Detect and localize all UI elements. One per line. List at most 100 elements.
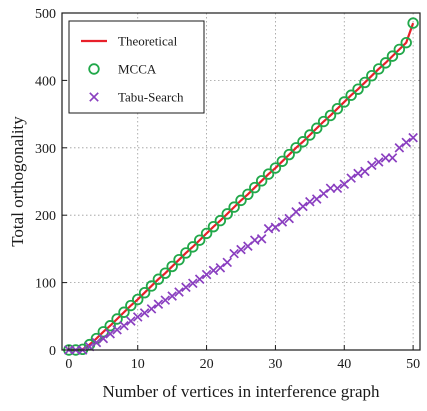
tabu-search-marker [112, 324, 122, 335]
mcca-marker [331, 103, 344, 115]
y-tick-label: 300 [35, 142, 56, 157]
tabu-search-marker [408, 132, 418, 143]
mcca-marker [145, 280, 158, 292]
y-tick-label: 100 [35, 277, 56, 292]
mcca-marker [255, 175, 268, 187]
y-tick-label: 500 [35, 7, 56, 22]
tabu-search-marker [174, 287, 184, 297]
x-tick-label: 0 [65, 357, 72, 372]
mcca-marker [393, 43, 406, 56]
legend: Theoretical MCCA Tabu-Search [68, 20, 205, 114]
legend-entry-tabu-search: Tabu-Search [89, 90, 184, 105]
tabu-search-series [64, 132, 418, 355]
x-axis-label: Number of vertices in interference graph [102, 382, 380, 401]
tabu-search-marker [201, 269, 212, 280]
mcca-marker [173, 253, 185, 266]
mcca-marker [221, 208, 233, 220]
legend-entry-theoretical: Theoretical [81, 34, 178, 49]
mcca-marker [159, 267, 171, 279]
tabu-search-marker [256, 233, 267, 244]
tabu-search-marker [346, 173, 356, 183]
y-axis-label: Total orthogonality [8, 116, 27, 247]
tabu-search-marker [181, 282, 191, 293]
tabu-search-marker [215, 262, 226, 273]
mcca-marker [152, 273, 165, 285]
mcca-marker [407, 17, 419, 29]
plot-series [63, 17, 419, 356]
tabu-search-marker [270, 222, 281, 233]
mcca-marker [269, 162, 282, 174]
mcca-marker [207, 220, 220, 233]
tabu-search-marker [119, 320, 129, 331]
mcca-marker [352, 83, 364, 95]
mcca-marker [249, 181, 261, 194]
mcca-marker [283, 148, 295, 161]
y-tick-label: 400 [35, 74, 56, 89]
mcca-marker [104, 320, 116, 332]
tabu-search-marker [139, 308, 150, 318]
tabu-search-marker [222, 257, 233, 268]
tabu-search-marker [146, 304, 157, 314]
mcca-marker [138, 287, 151, 299]
tabu-search-marker [298, 201, 308, 212]
tabu-search-marker [311, 194, 322, 204]
legend-swatch-tabu-search [89, 92, 99, 102]
y-tick-label: 200 [35, 209, 56, 224]
x-tick-label: 50 [406, 357, 420, 372]
mcca-marker [324, 109, 337, 122]
mcca-marker [193, 234, 206, 246]
tabu-search-marker [332, 183, 343, 194]
mcca-marker [379, 57, 392, 69]
tabu-search-marker [394, 142, 405, 153]
tabu-search-marker [305, 196, 315, 207]
theoretical-line [68, 22, 415, 352]
mcca-marker [311, 122, 323, 134]
x-tick-label: 20 [200, 357, 214, 372]
legend-label-mcca: MCCA [118, 62, 157, 77]
tabu-search-marker [380, 153, 391, 163]
tabu-search-marker [153, 299, 164, 309]
mcca-marker [317, 115, 330, 128]
mcca-marker [290, 142, 302, 154]
tabu-search-marker [387, 153, 398, 163]
tabu-search-marker [167, 291, 177, 301]
x-tick-label: 10 [131, 357, 145, 372]
x-tick-label: 40 [337, 357, 351, 372]
mcca-marker [386, 50, 399, 62]
legend-label-tabu-search: Tabu-Search [118, 90, 184, 105]
tabu-search-marker [318, 188, 329, 199]
legend-swatch-mcca [88, 63, 100, 75]
tabu-search-marker [325, 183, 336, 194]
mcca-marker [304, 129, 316, 141]
tabu-search-marker [208, 265, 219, 276]
theoretical-series [68, 22, 415, 352]
tabu-search-marker [105, 329, 115, 339]
mcca-marker [242, 188, 254, 201]
tabu-search-marker [373, 157, 384, 167]
mcca-marker [372, 63, 385, 75]
tabu-search-marker [91, 337, 102, 348]
tabu-search-marker [291, 207, 301, 217]
mcca-marker [338, 96, 350, 108]
tabu-search-marker [229, 248, 239, 259]
tabu-search-marker [367, 160, 377, 171]
mcca-marker [297, 136, 309, 148]
mcca-marker [111, 313, 123, 325]
tabu-search-marker [277, 217, 288, 227]
mcca-marker [187, 241, 199, 253]
mcca-marker [345, 89, 357, 101]
tabu-search-marker [126, 316, 136, 326]
y-tick-label: 0 [49, 344, 56, 359]
mcca-marker [228, 201, 240, 213]
mcca-marker [235, 194, 247, 207]
mcca-marker [180, 247, 192, 259]
tabu-search-marker [98, 333, 109, 344]
tabu-search-marker [188, 278, 198, 289]
tabu-search-marker [160, 295, 171, 305]
mcca-marker [200, 227, 213, 240]
legend-box [68, 20, 205, 114]
mcca-marker [400, 36, 412, 49]
mcca-marker [359, 76, 371, 89]
